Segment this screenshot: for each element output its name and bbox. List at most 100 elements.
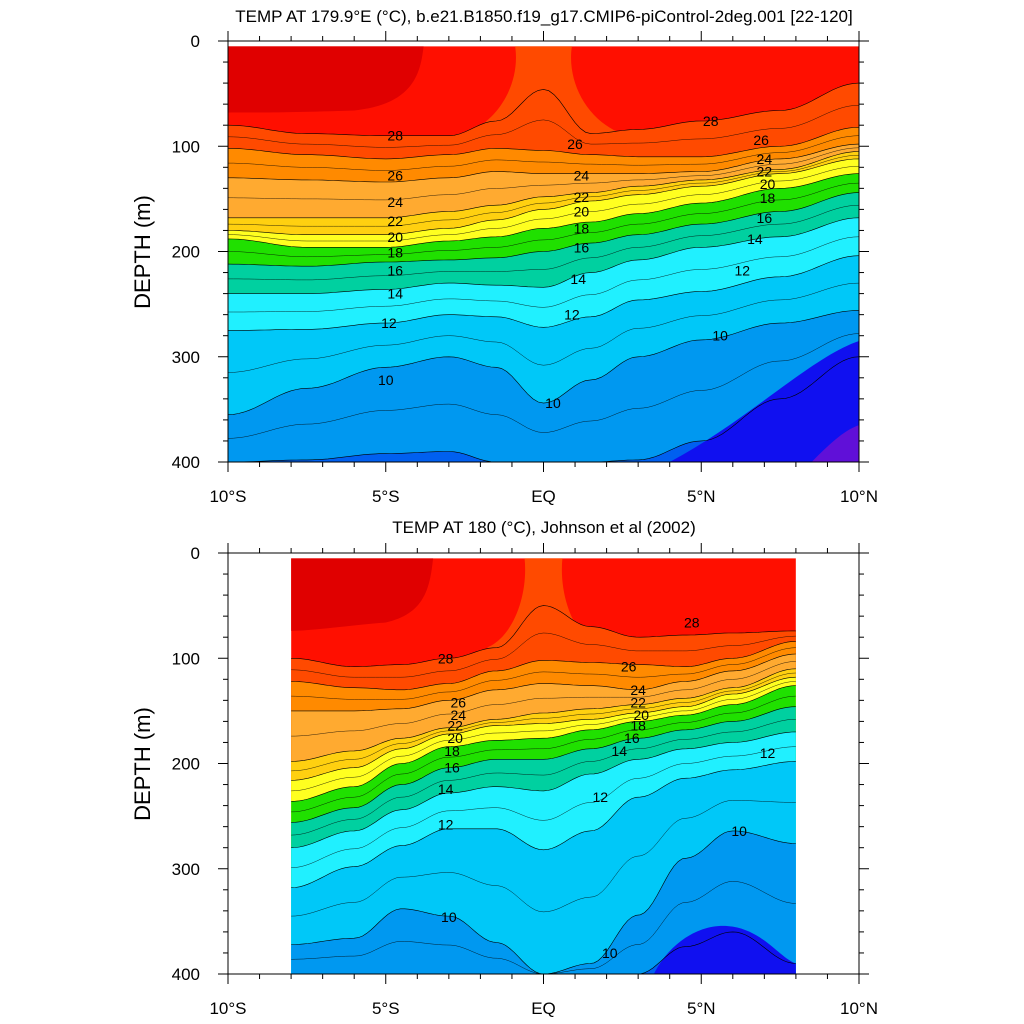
bottom-band-below-10 [291,830,796,974]
top-y-tick-label: 100 [172,137,200,156]
bottom-equatorial-tongue [486,558,601,648]
bottom-isotherm-22 [291,668,796,762]
top-title: TEMP AT 179.9°E (°C), b.e21.B1850.f19_g1… [235,7,852,26]
top-y-tick-label: 200 [172,243,200,262]
top-x-tick-label: 10°S [209,487,246,506]
bottom-contour-label: 20 [447,730,463,746]
top-isotherm-12 [228,255,859,331]
bottom-isotherm-17 [291,695,796,813]
bottom-contour-label: 14 [611,743,627,759]
bottom-isotherm-12 [291,761,796,888]
top-isotherm-28 [228,82,859,136]
bottom-contour-label: 22 [630,694,646,710]
bottom-isotherm-18 [291,685,796,802]
bottom-isotherm-13 [291,746,796,868]
bottom-x-tick-label: 5°N [687,999,716,1018]
bottom-y-tick-label: 200 [172,755,200,774]
top-x-tick-label: EQ [531,487,556,506]
bottom-isotherm-26 [291,641,796,691]
bottom-x-tick-label: 10°N [840,999,878,1018]
bottom-isotherm-10 [291,830,796,974]
bottom-contour-label: 26 [451,694,467,710]
bottom-isotherm-21 [291,672,796,772]
bottom-contour-label: 16 [444,760,460,776]
bottom-contour-label: 10 [602,945,618,961]
top-contour-label: 12 [381,315,397,331]
top-isotherm-23 [228,147,859,201]
bottom-y-axis-label: DEPTH (m) [130,707,155,821]
top-isotherm-13 [228,236,859,313]
top-isotherm-16 [228,192,859,267]
top-contour-label: 14 [570,271,586,287]
top-contour-label: 20 [387,229,403,245]
top-band-below-10 [228,310,859,462]
top-contour-label: 12 [734,262,750,278]
top-contour-label: 18 [574,220,590,236]
bottom-isotherm-11 [291,800,796,917]
top-y-axis-label: DEPTH (m) [130,195,155,309]
top-contour-label: 24 [757,151,773,167]
top-isotherm-24 [228,143,859,183]
top-contour-label: 28 [703,113,719,129]
bottom-contour-label: 10 [441,909,457,925]
bottom-y-tick-label: 100 [172,649,200,668]
bottom-isotherm-25 [291,647,796,700]
top-isotherm-15 [228,205,859,281]
bottom-x-tick-label: EQ [531,999,556,1018]
top-y-tick-label: 300 [172,348,200,367]
bottom-contour-label: 24 [451,707,467,723]
bottom-contour-label: 12 [438,817,454,833]
top-x-tick-label: 10°N [840,487,878,506]
top-contour-label: 16 [574,239,590,255]
bottom-isotherm-24 [291,653,796,712]
top-equatorial-tongue [458,46,629,136]
top-isotherm-9 [228,333,859,439]
bottom-isotherm-8 [291,931,796,974]
top-isotherm-18 [228,173,859,248]
top-isotherm-14 [228,217,859,294]
top-contour-label: 10 [545,395,561,411]
top-isotherm-26 [228,127,859,160]
bottom-contour-label: 26 [621,659,637,675]
top-contour-label: 22 [387,213,403,229]
bottom-contour-label: 12 [593,789,609,805]
bottom-contour-label: 18 [630,718,646,734]
bottom-contour-label: 16 [624,730,640,746]
bottom-y-tick-label: 400 [172,965,200,984]
top-isotherm-22 [228,151,859,219]
bottom-contour-field: 2828262624242222202018181616141412121210… [291,558,796,974]
top-contour-label: 12 [564,307,580,323]
top-x-tick-label: 5°N [687,487,716,506]
top-panel: TEMP AT 179.9°E (°C), b.e21.B1850.f19_g1… [130,7,878,506]
bottom-deep-cold [653,925,796,974]
bottom-title: TEMP AT 180 (°C), Johnson et al (2002) [392,518,696,537]
top-contour-label: 16 [387,262,403,278]
top-y-tick-label: 0 [191,32,200,51]
bottom-contour-label: 24 [630,682,646,698]
top-isotherm-20 [228,158,859,235]
bottom-contour-label: 10 [731,823,747,839]
top-warm-pool-west [228,46,424,113]
top-contour-label: 26 [387,168,403,184]
bottom-isotherm-27 [291,632,796,678]
bottom-x-tick-label: 10°S [209,999,246,1018]
top-contour-label: 28 [387,128,403,144]
top-isotherm-27 [228,105,859,148]
bottom-isotherm-19 [291,681,796,792]
bottom-y-tick-label: 0 [191,544,200,563]
top-contour-label: 24 [387,194,403,210]
bottom-x-tick-label: 5°S [372,999,400,1018]
top-isotherm-10 [228,310,859,415]
top-contour-label: 24 [574,168,590,184]
top-isotherm-25 [228,135,859,171]
top-contour-label: 10 [712,328,728,344]
top-contour-label: 16 [757,210,773,226]
bottom-contour-label: 12 [760,745,776,761]
bottom-contour-label: 14 [438,781,454,797]
bottom-contour-label: 28 [684,614,700,630]
top-x-tick-label: 5°S [372,487,400,506]
bottom-contour-label: 18 [444,743,460,759]
top-contour-label: 10 [378,372,394,388]
